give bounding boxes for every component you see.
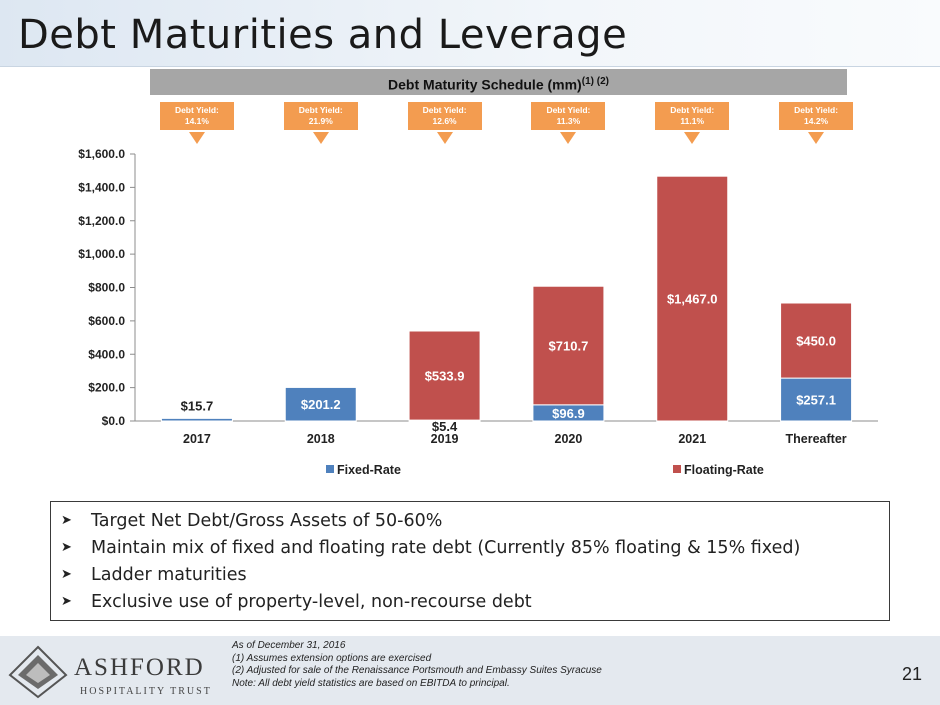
footer-band <box>0 636 940 705</box>
logo-subtitle: HOSPITALITY TRUST <box>80 686 212 697</box>
legend-label-floating: Floating-Rate <box>684 463 764 477</box>
footnote: (2) Adjusted for sale of the Renaissance… <box>232 665 602 676</box>
y-tick-label: $1,000.0 <box>78 247 125 261</box>
down-arrow-icon <box>684 132 701 144</box>
bullet-text: Ladder maturities <box>91 564 247 585</box>
bullet-item: ➤ Ladder maturities <box>61 561 889 588</box>
x-tick-label: 2017 <box>183 432 211 446</box>
floating-rate-bar <box>656 175 729 422</box>
floating-rate-data-label: $1,467.0 <box>667 292 718 307</box>
key-points-box: ➤ Target Net Debt/Gross Assets of 50-60% … <box>50 501 890 621</box>
debt-yield-label: Debt Yield: <box>298 105 343 115</box>
x-tick-label: 2018 <box>307 432 335 446</box>
y-tick-label: $400.0 <box>88 347 125 361</box>
logo-name: ASHFORD <box>74 654 205 681</box>
bullet-item: ➤ Target Net Debt/Gross Assets of 50-60% <box>61 507 889 534</box>
x-tick-label: 2020 <box>555 432 583 446</box>
debt-yield-label: Debt Yield: <box>670 105 715 115</box>
fixed-rate-bar <box>284 386 357 422</box>
debt-yield-value: 21.9% <box>308 116 333 126</box>
debt-yield-value: 11.3% <box>556 116 581 126</box>
legend-swatch-fixed <box>326 465 334 473</box>
x-tick-label: 2019 <box>431 432 459 446</box>
y-tick-label: $200.0 <box>88 381 125 395</box>
fixed-rate-data-label: $96.9 <box>552 406 585 421</box>
down-arrow-icon <box>436 132 453 144</box>
debt-yield-label: Debt Yield: <box>422 105 467 115</box>
y-tick-label: $800.0 <box>88 281 125 295</box>
floating-rate-bar <box>408 330 481 421</box>
footnotes: As of December 31, 2016 (1) Assumes exte… <box>232 640 602 690</box>
y-tick-label: $1,600.0 <box>78 147 125 161</box>
bullet-text: Exclusive use of property-level, non-rec… <box>91 591 532 612</box>
debt-yield-callout: Debt Yield: 14.2% <box>779 102 854 144</box>
bullet-text: Target Net Debt/Gross Assets of 50-60% <box>91 510 443 531</box>
legend-label-fixed: Fixed-Rate <box>337 463 401 477</box>
floating-rate-data-label: $533.9 <box>425 369 465 384</box>
x-tick-label: Thereafter <box>786 432 847 446</box>
chart-header: Debt Maturity Schedule (mm)(1) (2) <box>150 69 847 95</box>
chart-header-text: Debt Maturity Schedule (mm) <box>388 76 582 93</box>
floating-rate-bar <box>532 285 605 406</box>
bullet-item: ➤ Maintain mix of fixed and floating rate… <box>61 534 889 561</box>
debt-yield-callout: Debt Yield: 14.1% <box>159 102 234 144</box>
y-tick-label: $600.0 <box>88 314 125 328</box>
debt-yield-value: 12.6% <box>432 116 457 126</box>
debt-yield-callout: Debt Yield: 11.1% <box>655 102 730 144</box>
debt-yield-callout: Debt Yield: 21.9% <box>283 102 358 144</box>
bullet-item: ➤ Exclusive use of property-level, non-re… <box>61 588 889 615</box>
bullet-text: Maintain mix of fixed and floating rate … <box>91 537 801 558</box>
fixed-rate-data-label: $15.7 <box>181 398 214 413</box>
floating-rate-data-label: $710.7 <box>549 339 589 354</box>
y-tick-label: $1,200.0 <box>78 214 125 228</box>
fixed-rate-data-label: $5.4 <box>432 419 458 434</box>
debt-maturity-chart: $0.0 $200.0 $400.0 $600.0 $800.0 $1,000.0 $1,2… <box>78 147 878 477</box>
debt-yield-label: Debt Yield: <box>546 105 591 115</box>
title-band <box>0 0 940 67</box>
fixed-rate-bar <box>160 417 233 422</box>
floating-rate-data-label: $450.0 <box>796 334 836 349</box>
debt-yield-label: Debt Yield: <box>174 105 219 115</box>
fixed-rate-bar <box>780 377 853 422</box>
down-arrow-icon <box>808 132 825 144</box>
debt-yield-value: 11.1% <box>680 116 705 126</box>
debt-yield-value: 14.2% <box>804 116 829 126</box>
page-number: 21 <box>902 664 923 684</box>
down-arrow-icon <box>188 132 205 144</box>
footnote: (1) Assumes extension options are exerci… <box>232 652 432 664</box>
fixed-rate-data-label: $257.1 <box>796 393 836 408</box>
footnote: Note: All debt yield statistics are base… <box>232 677 510 689</box>
arrow-bullet-icon: ➤ <box>61 540 72 555</box>
x-tick-label: 2021 <box>678 432 706 446</box>
debt-yield-callout: Debt Yield: 11.3% <box>531 102 606 144</box>
down-arrow-icon <box>312 132 329 144</box>
y-tick-label: $0.0 <box>102 414 126 428</box>
floating-rate-bar <box>780 302 853 379</box>
arrow-bullet-icon: ➤ <box>61 594 72 609</box>
debt-yield-callout: Debt Yield: 12.6% <box>407 102 482 144</box>
fixed-rate-data-label: $201.2 <box>301 397 341 412</box>
ashford-logo-icon <box>8 645 68 699</box>
arrow-bullet-icon: ➤ <box>61 567 72 582</box>
y-tick-label: $1,400.0 <box>78 180 125 194</box>
page-title: Debt Maturities and Leverage <box>18 12 628 58</box>
chart-header-footnote-refs: (1) (2) <box>581 76 609 87</box>
debt-yield-label: Debt Yield: <box>794 105 839 115</box>
arrow-bullet-icon: ➤ <box>61 513 72 528</box>
legend-swatch-floating <box>673 465 681 473</box>
debt-yield-value: 14.1% <box>184 116 209 126</box>
footnote: As of December 31, 2016 <box>232 640 346 651</box>
down-arrow-icon <box>560 132 577 144</box>
